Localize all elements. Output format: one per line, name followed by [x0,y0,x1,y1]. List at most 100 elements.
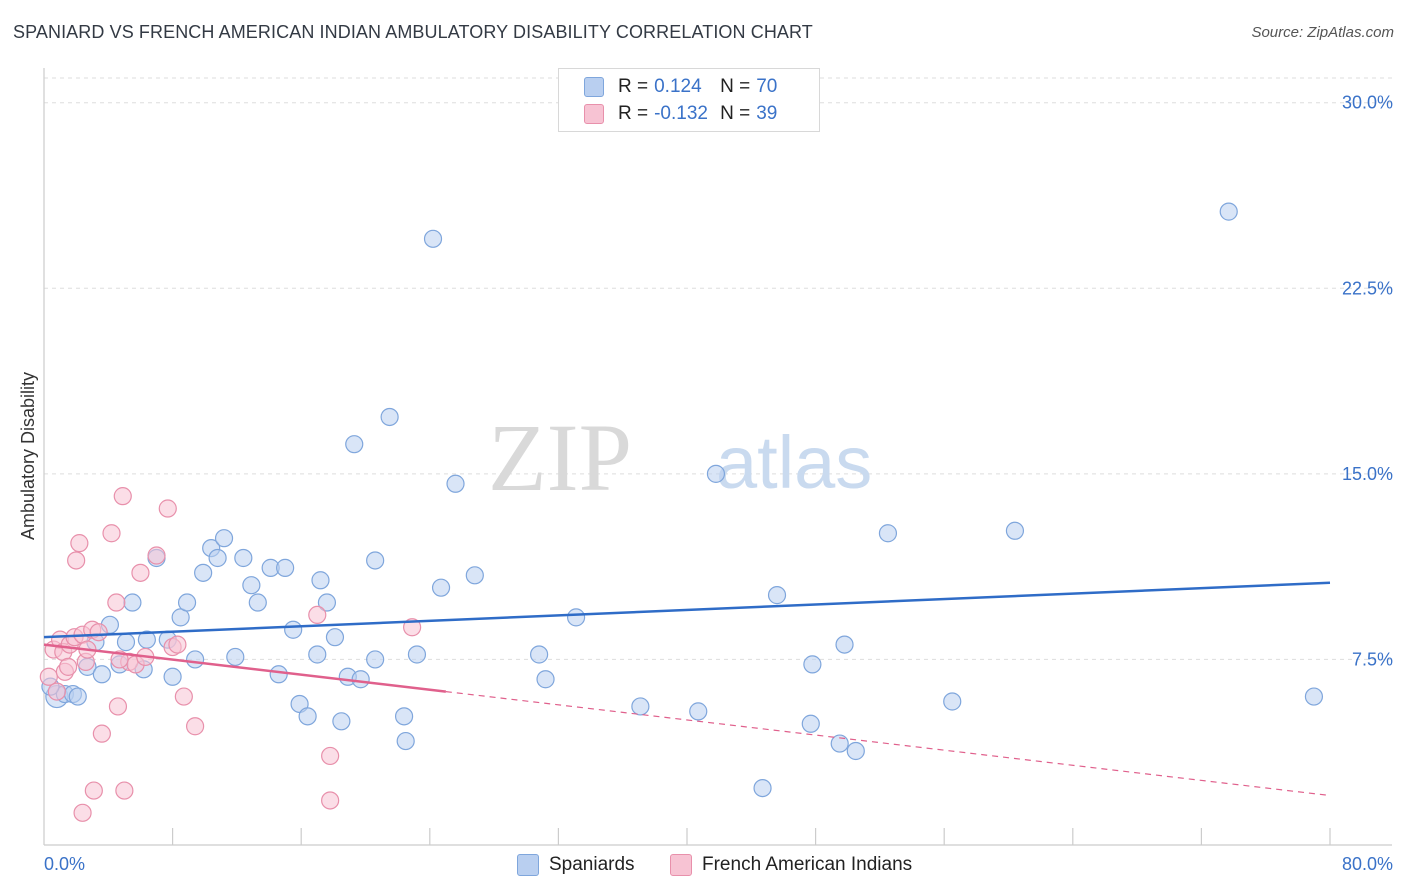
legend-label: French American Indians [702,854,913,875]
gridlines [44,77,1392,660]
french-american-indians-point [73,803,92,822]
french-american-indians-point [308,605,327,625]
y-tick-label: 22.5% [1342,278,1393,298]
spaniards-point [753,778,772,798]
axes [43,68,1392,846]
watermark-atlas: atlas [716,421,872,504]
y-tick-label: 15.0% [1342,464,1393,484]
n-label: N = [720,103,751,124]
spaniards-point [308,645,327,664]
spaniards-point [943,692,962,711]
spaniards-point [423,229,443,248]
r-label: R = [618,103,649,124]
chart-title: SPANIARD VS FRENCH AMERICAN INDIAN AMBUL… [13,22,813,42]
spaniards-point [566,608,586,627]
spaniards-point [366,650,385,669]
legend-row-french-american-indians: R = -0.132 N = 39 [584,102,777,126]
french-american-indians-point [131,563,150,582]
spaniards-point [92,665,111,684]
legend-row-spaniards: R = 0.124 N = 70 [584,75,777,99]
french-american-indians-point [403,618,422,637]
x-tick-label: 80.0% [1342,854,1393,874]
spaniards-point [325,628,345,647]
french-american-indians-point [147,546,166,565]
spaniards-point [186,650,205,669]
spaniards-point [208,548,227,568]
legend-item-french-american-indians[interactable]: French American Indians [670,852,912,878]
spaniards-point [380,407,399,427]
n-value: 70 [756,76,778,97]
french-american-indians-point [102,524,121,543]
french-american-indians-point [39,667,58,686]
french-american-indians-point [321,791,340,810]
spaniards-point [116,633,136,652]
french-american-indians-point [113,487,132,506]
french-american-indians-point [107,593,126,612]
spaniards-point [431,578,451,597]
n-label: N = [720,76,751,97]
spaniards-point [631,697,650,716]
spaniards-point [351,670,370,689]
legend-item-spaniards[interactable]: Spaniards [517,852,635,878]
spaniards-point [846,741,865,761]
blue-swatch [584,77,604,97]
correlation-legend: R = 0.124 N = 70 R = -0.132 N = 39 [558,68,820,132]
french-american-indians-point [89,623,108,642]
watermark: ZIP atlas [488,404,872,511]
french-american-indians-point [115,781,134,800]
spaniards-point [1304,687,1324,706]
spaniards-point [276,558,295,577]
spaniards-point [269,665,288,684]
french-american-indians-point [108,697,128,716]
spaniards-point [234,548,253,568]
french-american-indians-point [47,682,66,701]
spaniards-point [878,524,898,543]
spaniards-point [830,734,849,753]
x-tick-label: 0.0% [44,854,85,874]
pink-swatch [584,104,604,124]
tick-labels: 7.5% 15.0% 22.5% 30.0% 0.0% 80.0% [44,93,1393,874]
spaniards-point [177,593,197,612]
french-american-indians-point [84,781,103,800]
r-value: -0.132 [654,103,708,124]
source-credit: Source: ZipAtlas.com [1251,24,1394,41]
y-tick-label: 30.0% [1342,93,1393,113]
n-value: 39 [756,103,778,124]
spaniards-point [366,551,385,570]
y-tick-label: 7.5% [1352,649,1393,669]
spaniards-point [1005,521,1025,540]
spaniards-point [706,464,726,483]
spaniards-point [68,687,87,706]
spaniards-point [530,645,549,664]
spaniards-point [298,707,317,726]
spaniards-point [311,571,330,590]
spaniards-point [214,529,234,548]
spaniards-point [689,702,708,721]
spaniards-point [242,576,261,595]
french-american-indians-point [59,657,78,676]
french-american-indians-trend-extension [445,691,1331,797]
spaniards-point [317,593,337,612]
trend-lines [43,581,1331,797]
spaniards-point [394,707,414,726]
r-label: R = [618,76,649,97]
spaniards-point [123,593,142,612]
spaniards-point [194,563,213,582]
spaniards-point [767,586,787,605]
spaniards-point [332,712,351,731]
watermark-zip: ZIP [488,404,632,511]
french-american-indians-point [70,534,89,553]
spaniards-point [835,635,854,654]
spaniards-point [803,655,822,674]
y-axis-label: Ambulatory Disability [18,372,38,540]
spaniards-trend-line [43,581,1331,639]
spaniards-point [536,670,555,689]
french-american-indians-point [174,687,193,706]
spaniards-point [163,667,182,686]
spaniards-point [226,647,245,667]
spaniards-point [1219,202,1238,221]
french-american-indians-point [186,717,205,736]
french-american-indians-point [67,551,86,570]
french-american-indians-point [110,650,129,669]
